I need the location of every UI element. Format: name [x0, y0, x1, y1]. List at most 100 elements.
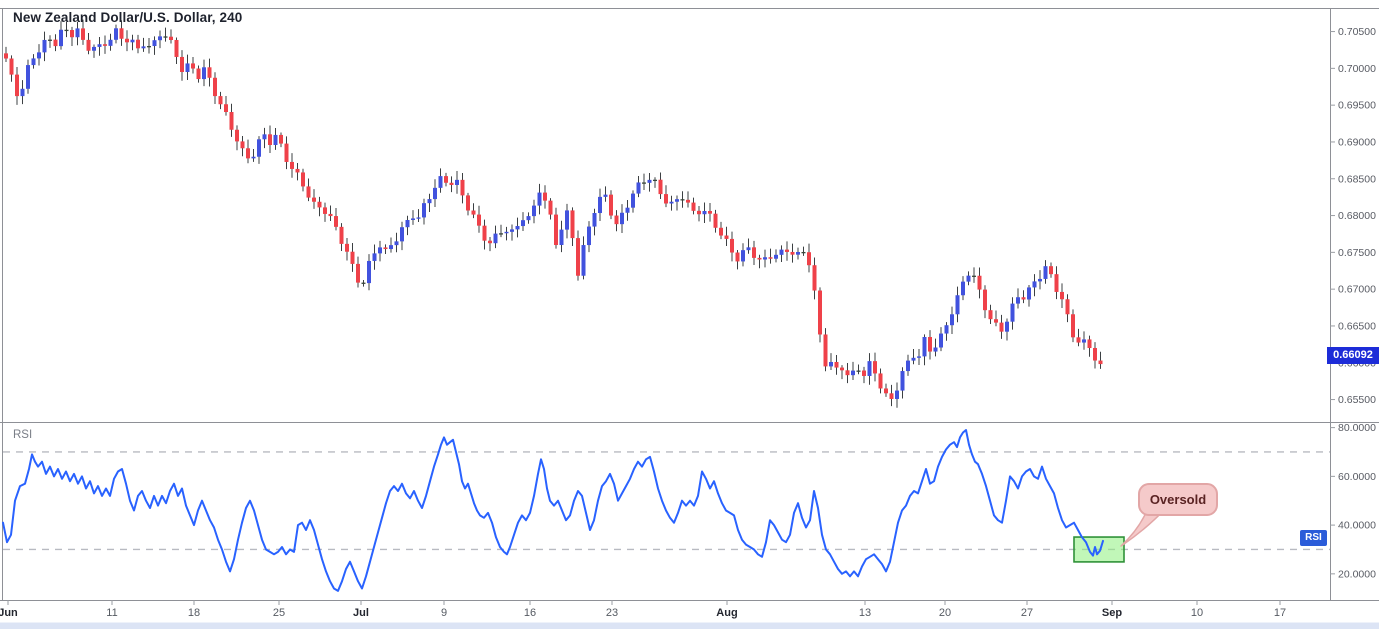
candle-body [735, 252, 740, 262]
candle-body [581, 245, 586, 276]
candle-body [719, 227, 723, 236]
candle-body [169, 36, 173, 41]
candle-body [834, 361, 839, 368]
candle-body [427, 199, 432, 204]
time-axis[interactable]: Jun 11 18 25 Jul 9 16 23 Aug 13 20 27 Sep 10 17 [0, 600, 1286, 619]
candle-body [669, 201, 674, 204]
candle-body [240, 141, 245, 149]
candle-body [339, 226, 344, 244]
candle-body [763, 257, 767, 260]
candle-body [482, 225, 487, 241]
oversold-box[interactable] [1073, 536, 1125, 563]
time-axis-label: 23 [606, 607, 618, 619]
candle-body [449, 182, 454, 185]
candle-body [840, 367, 844, 371]
candle-body [823, 334, 828, 367]
candle-body [724, 235, 729, 239]
candle-body [966, 275, 971, 282]
candle-body [592, 213, 597, 227]
candle-body [1054, 274, 1059, 292]
candle-body [59, 29, 63, 47]
candle-body [108, 39, 113, 46]
candle-body [125, 38, 129, 43]
candle-body [273, 134, 278, 145]
candle-body [939, 333, 943, 348]
candle-body [543, 192, 547, 201]
candle-body [1049, 266, 1053, 275]
candle-body [812, 265, 817, 291]
candle-body [625, 207, 630, 213]
candle-body [697, 210, 701, 215]
candle-body [785, 249, 789, 252]
candle-body [1082, 339, 1086, 343]
candle-body [317, 201, 322, 208]
candle-body [675, 199, 679, 202]
candle-body [955, 295, 960, 315]
bottom-strip [0, 622, 1379, 629]
candle-body [284, 143, 289, 162]
oversold-label: Oversold [1149, 492, 1207, 507]
candle-body [713, 213, 718, 228]
candle-body [345, 243, 349, 252]
candle-body [862, 370, 866, 376]
candle-body [312, 197, 316, 202]
candle-body [950, 314, 954, 326]
candle-body [202, 67, 206, 80]
candle-body [554, 214, 558, 246]
candle-body [64, 29, 69, 32]
candle-body [438, 176, 443, 188]
candle-body [603, 194, 608, 197]
candle-body [213, 77, 217, 97]
candle-body [218, 96, 223, 105]
candle-body [81, 28, 85, 40]
candle-body [1093, 347, 1097, 361]
candle-body [708, 210, 712, 214]
candle-body [26, 65, 30, 89]
candle-body [515, 226, 520, 230]
candle-body [1076, 337, 1081, 343]
candle-body [114, 28, 118, 40]
candle-body [295, 168, 300, 173]
candle-body [1027, 287, 1031, 300]
candle-body [301, 172, 305, 187]
candle-body [807, 252, 811, 266]
candle-body [1010, 303, 1015, 322]
candle-body [306, 186, 311, 198]
time-axis-label: 27 [1021, 607, 1033, 619]
candle-body [884, 388, 888, 394]
candle-body [152, 40, 157, 47]
candle-body [1098, 360, 1103, 365]
candle-body [130, 39, 135, 43]
candle-body [741, 250, 745, 262]
candle-body [922, 336, 927, 357]
time-axis-label: Jun [0, 607, 18, 619]
time-axis-label: 20 [939, 607, 951, 619]
candle-body [367, 260, 371, 284]
candle-body [900, 371, 905, 391]
candle-body [383, 247, 388, 250]
candle-body [433, 187, 437, 200]
candle-body [614, 215, 619, 225]
candle-body [70, 30, 74, 38]
time-axis-label: Sep [1102, 607, 1122, 619]
time-axis-label: 25 [273, 607, 285, 619]
candle-body [928, 336, 932, 352]
candle-body [521, 220, 525, 227]
candle-body [378, 247, 382, 254]
oversold-callout[interactable]: Oversold [1138, 483, 1218, 516]
candle-body [977, 275, 982, 290]
rsi-axis[interactable]: 80.0000 60.0000 40.0000 20.0000 [1330, 422, 1376, 580]
candle-body [631, 193, 635, 208]
candle-body [746, 247, 751, 251]
panel-borders [0, 8, 1379, 601]
candle-body [37, 52, 41, 59]
candle-body [4, 53, 8, 59]
candle-body [1021, 297, 1026, 300]
candle-body [664, 194, 668, 204]
candle-body [658, 179, 663, 195]
candle-body [251, 156, 256, 159]
candle-body [141, 46, 146, 49]
candle-body [818, 290, 822, 335]
rsi-axis-label: 40.0000 [1338, 520, 1376, 532]
